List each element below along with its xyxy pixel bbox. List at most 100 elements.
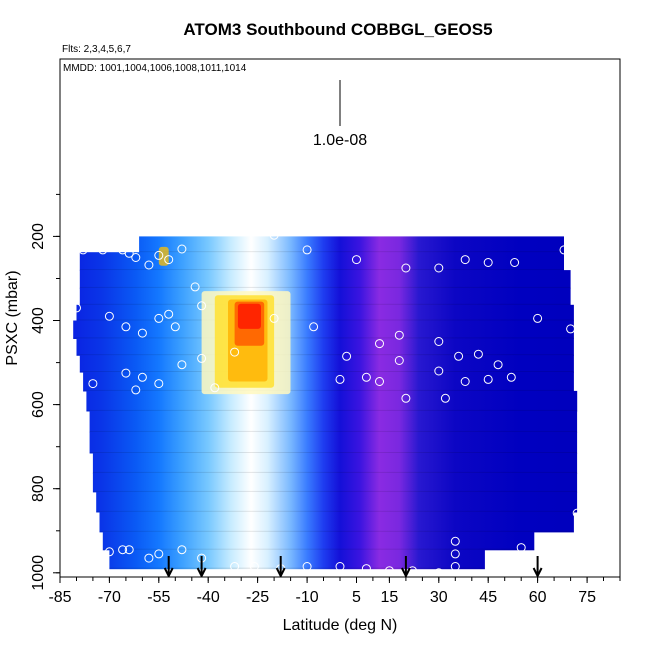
observation-point <box>533 313 543 323</box>
observation-point <box>302 245 312 255</box>
observation-point <box>104 311 114 321</box>
band-separator <box>92 471 578 474</box>
y-tick-label: 600 <box>30 391 47 418</box>
observation-point <box>394 356 404 365</box>
observation-point <box>197 353 207 363</box>
observation-point <box>131 253 141 262</box>
heatmap-band <box>86 390 578 412</box>
heatmap-band <box>109 549 485 570</box>
observation-point <box>164 255 174 265</box>
observation-point <box>450 562 460 571</box>
observation-point <box>230 347 240 357</box>
chart-title: ATOM3 Southbound COBBGL_GEOS5 <box>183 20 492 39</box>
observation-point <box>164 309 174 319</box>
flights-subtitle: Flts: 2,3,4,5,6,7 <box>62 44 131 55</box>
x-tick-label: -10 <box>296 589 319 606</box>
flight-marker-arrow <box>532 556 543 577</box>
heatmap-band <box>89 431 578 454</box>
hotspot-layer <box>158 246 291 395</box>
x-tick-label: 75 <box>578 589 596 606</box>
observation-point <box>394 330 404 340</box>
observation-point <box>197 301 207 311</box>
observation-point <box>516 543 526 553</box>
observation-point <box>137 328 147 338</box>
observation-point <box>121 322 131 332</box>
heatmap-band <box>76 304 574 322</box>
observation-point <box>177 244 187 254</box>
observation-point <box>375 339 384 349</box>
y-axis-label: PSXC (mbar) <box>4 270 21 365</box>
x-tick-label: 15 <box>381 589 399 606</box>
heatmap-band <box>99 511 574 533</box>
heatmap-band <box>92 472 578 493</box>
observation-point <box>210 383 220 393</box>
flight-markers <box>163 556 543 577</box>
observation-point <box>78 512 88 522</box>
band-separator <box>89 430 578 433</box>
heatmap-band <box>79 252 565 271</box>
observation-point <box>434 366 444 376</box>
band-separator <box>79 303 571 305</box>
observation-point <box>510 258 520 267</box>
observation-point <box>434 263 444 273</box>
heatmap-band <box>73 320 574 339</box>
observation-point <box>104 547 114 557</box>
observation-point <box>121 368 131 378</box>
heatmap-band <box>139 236 564 253</box>
band-separator <box>89 452 578 454</box>
y-tick-label: 200 <box>30 223 47 250</box>
heatmap-band <box>76 338 574 356</box>
observation-point <box>450 536 460 546</box>
scale-label: 1.0e-08 <box>313 132 367 149</box>
observation-point <box>352 255 361 265</box>
observation-point <box>460 377 470 386</box>
x-tick-label: -70 <box>98 589 121 606</box>
observation-point <box>559 245 569 255</box>
observation-point <box>118 545 128 555</box>
observation-point <box>177 360 187 370</box>
observation-point <box>483 374 493 384</box>
observation-point <box>98 245 108 255</box>
band-separator <box>79 286 571 289</box>
x-tick-label: 30 <box>430 589 448 606</box>
observation-point <box>467 570 477 577</box>
observation-point <box>473 349 483 359</box>
x-tick-label: 45 <box>479 589 497 606</box>
observation-point <box>450 549 460 559</box>
observation-point <box>124 248 134 258</box>
x-tick-label: 60 <box>529 589 547 606</box>
observation-point <box>124 545 134 555</box>
observation-point <box>154 250 164 260</box>
observation-point <box>493 360 503 370</box>
y-tick-label: 400 <box>30 307 47 334</box>
observation-point <box>384 566 394 576</box>
observation-point <box>170 322 180 332</box>
observation-point <box>131 385 141 395</box>
observation-points <box>72 230 582 577</box>
hotspot-cell <box>158 246 169 266</box>
observation-point <box>72 303 81 313</box>
x-axis: -85 -70 -55 -40 -25 -10 5 15 30 45 60 75 <box>48 577 621 606</box>
x-tick-label: -55 <box>147 589 170 606</box>
x-tick-label: 5 <box>352 589 361 606</box>
band-separator <box>139 251 564 253</box>
observation-point <box>434 568 444 577</box>
observation-point <box>434 337 444 346</box>
band-separator <box>96 510 578 512</box>
observation-point <box>440 393 450 403</box>
observation-point <box>269 313 279 323</box>
band-separator <box>99 530 574 532</box>
observation-point <box>361 564 371 574</box>
band-separator <box>79 371 574 373</box>
observation-point <box>460 255 470 265</box>
observation-point <box>137 372 147 382</box>
x-tick-label: -85 <box>48 589 71 606</box>
observation-point <box>249 562 259 571</box>
heatmap-band <box>83 372 574 392</box>
x-tick-label: -25 <box>246 589 269 606</box>
observation-point <box>566 245 576 255</box>
y-tick-label: 1000 <box>30 555 47 591</box>
band-separator <box>102 548 535 550</box>
observation-point <box>454 351 464 361</box>
observation-point <box>342 351 352 361</box>
